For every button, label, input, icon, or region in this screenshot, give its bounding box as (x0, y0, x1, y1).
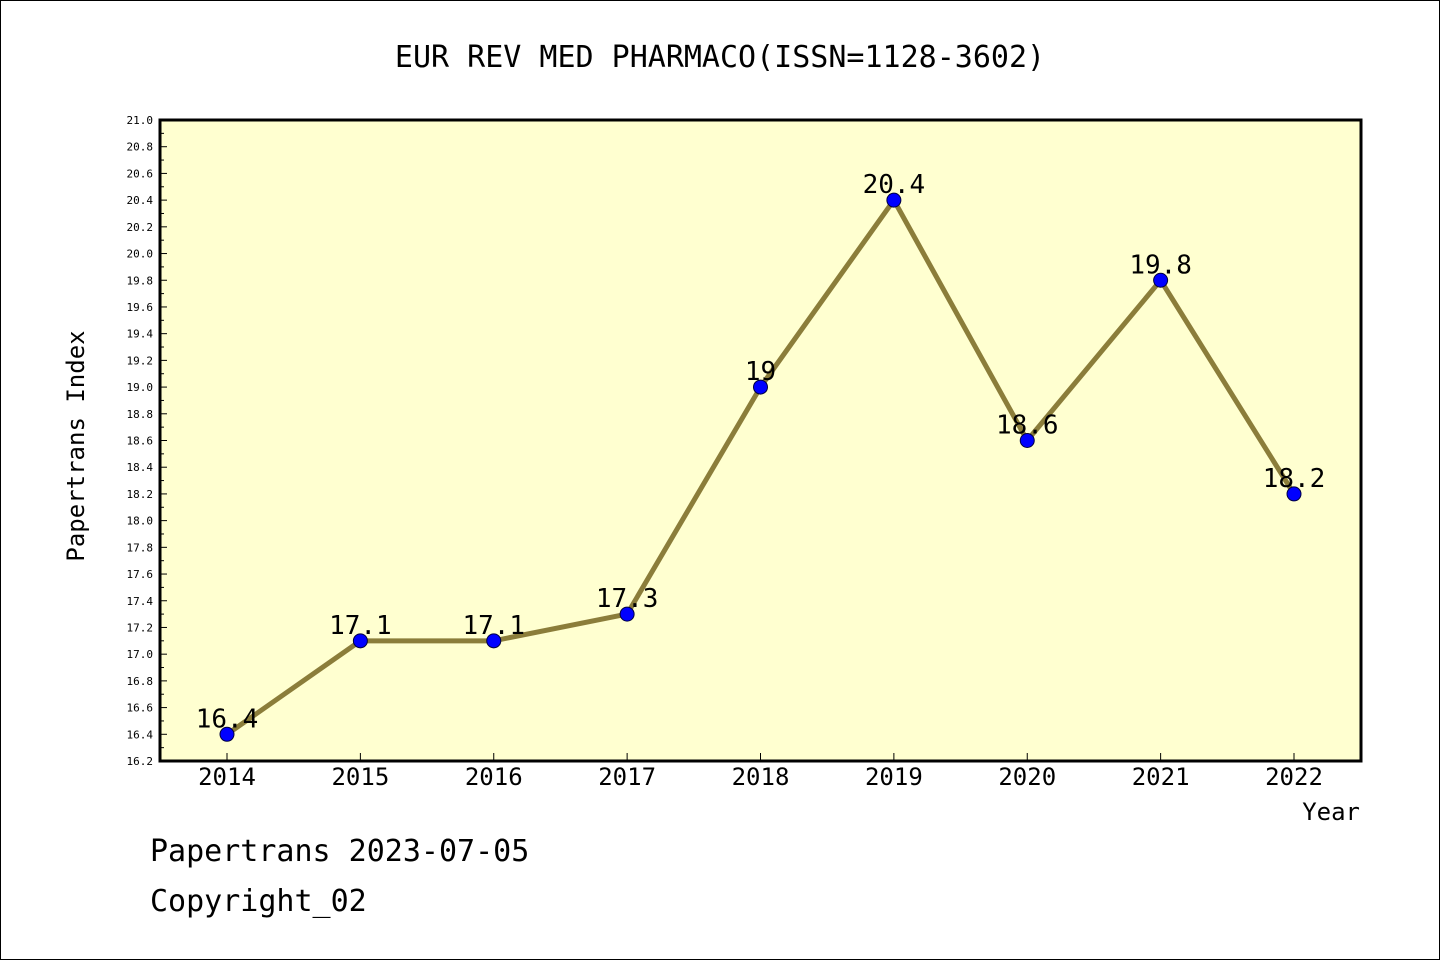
y-tick-label: 19.8 (127, 274, 154, 287)
y-tick-label: 16.2 (127, 755, 154, 768)
y-axis-label: Papertrans Index (62, 330, 90, 561)
x-axis: 2014 2015 2016 2017 2018 2019 2020 2021 2022 (198, 753, 1323, 791)
x-tick-label: 2015 (331, 763, 389, 791)
y-tick-label: 20.8 (127, 141, 154, 154)
y-tick-label: 21.0 (127, 114, 154, 127)
y-axis: 16.2 16.4 16.6 16.8 17.0 17.2 17.4 17.6 17.8 18.0… (127, 114, 167, 768)
x-tick-label: 2021 (1132, 763, 1190, 791)
y-tick-label: 17.6 (127, 568, 154, 581)
footer-copyright: Copyright_02 (150, 884, 367, 919)
y-tick-label: 18.2 (127, 488, 154, 501)
y-tick-label: 16.8 (127, 675, 154, 688)
footer-date-line: Papertrans 2023-07-05 (150, 834, 530, 869)
data-point (753, 379, 768, 395)
y-tick-label: 20.4 (127, 194, 154, 207)
y-tick-label: 16.4 (127, 728, 154, 741)
x-tick-label: 2022 (1265, 763, 1323, 791)
x-tick-label: 2019 (865, 763, 923, 791)
y-tick-label: 19.4 (127, 328, 154, 341)
y-tick-label: 16.6 (127, 702, 154, 715)
data-point (352, 633, 368, 649)
data-point (1286, 486, 1302, 502)
data-point (886, 192, 902, 208)
x-axis-label: Year (1302, 798, 1360, 826)
y-tick-label: 18.0 (127, 515, 154, 528)
y-tick-label: 19.0 (127, 381, 154, 394)
y-tick-label: 18.4 (127, 461, 154, 474)
data-point (219, 726, 235, 742)
y-tick-label: 18.8 (127, 408, 154, 421)
data-point (486, 633, 502, 649)
y-tick-label: 20.2 (127, 221, 154, 234)
plot-area (158, 118, 1363, 763)
y-tick-label: 20.6 (127, 167, 154, 180)
data-point (619, 606, 635, 622)
y-tick-label: 18.6 (127, 435, 154, 448)
y-tick-label: 17.0 (127, 648, 154, 661)
data-point (1153, 272, 1169, 288)
y-tick-label: 20.0 (127, 248, 154, 261)
y-tick-label: 19.6 (127, 301, 154, 314)
y-tick-label: 17.8 (127, 541, 154, 554)
x-tick-label: 2018 (732, 763, 790, 791)
x-tick-label: 2014 (198, 763, 256, 791)
chart-title: EUR REV MED PHARMACO(ISSN=1128-3602) (395, 40, 1045, 75)
x-tick-label: 2017 (598, 763, 656, 791)
y-tick-label: 19.2 (127, 354, 154, 367)
x-tick-label: 2016 (465, 763, 523, 791)
y-tick-label: 17.2 (127, 621, 154, 634)
data-point (1019, 433, 1035, 448)
x-tick-label: 2020 (998, 763, 1056, 791)
y-tick-label: 17.4 (127, 595, 154, 608)
